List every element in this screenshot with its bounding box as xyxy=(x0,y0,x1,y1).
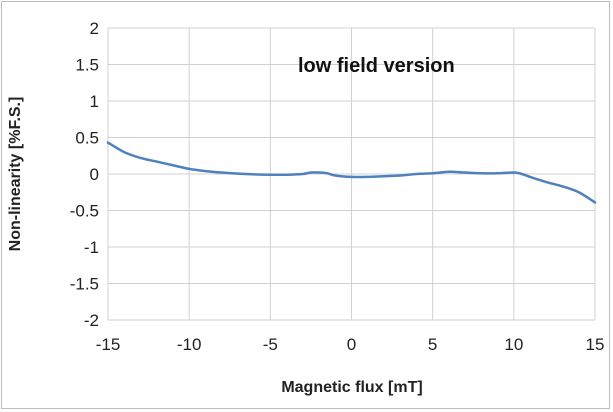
y-tick-label: -1.5 xyxy=(70,275,99,294)
series-layer xyxy=(106,141,597,204)
x-tick-label: -15 xyxy=(96,335,121,354)
y-tick-label: -0.5 xyxy=(70,202,99,221)
y-tick-label: 0.5 xyxy=(75,129,99,148)
x-axis-title: Magnetic flux [mT] xyxy=(281,379,422,396)
y-tick-label: -1 xyxy=(84,238,99,257)
y-axis-title: Non-linearity [%F.S.] xyxy=(7,97,24,252)
grid xyxy=(107,27,596,321)
x-tick-label: 5 xyxy=(428,335,437,354)
y-tick-label: 0 xyxy=(90,165,99,184)
x-tick-labels: -15 -10 -5 0 5 10 15 xyxy=(96,335,605,354)
y-tick-label: 1.5 xyxy=(75,56,99,75)
x-tick-label: -10 xyxy=(177,335,202,354)
series-line xyxy=(106,141,597,204)
y-tick-label: -2 xyxy=(84,311,99,330)
y-tick-label: 2 xyxy=(90,19,99,38)
x-tick-label: 0 xyxy=(347,335,356,354)
y-tick-label: 1 xyxy=(90,92,99,111)
x-tick-label: 10 xyxy=(504,335,523,354)
x-tick-label: 15 xyxy=(586,335,605,354)
y-tick-labels: 2 1.5 1 0.5 0 -0.5 -1 -1.5 -2 xyxy=(70,19,99,330)
x-tick-label: -5 xyxy=(263,335,278,354)
chart-annotation: low field version xyxy=(298,55,455,77)
